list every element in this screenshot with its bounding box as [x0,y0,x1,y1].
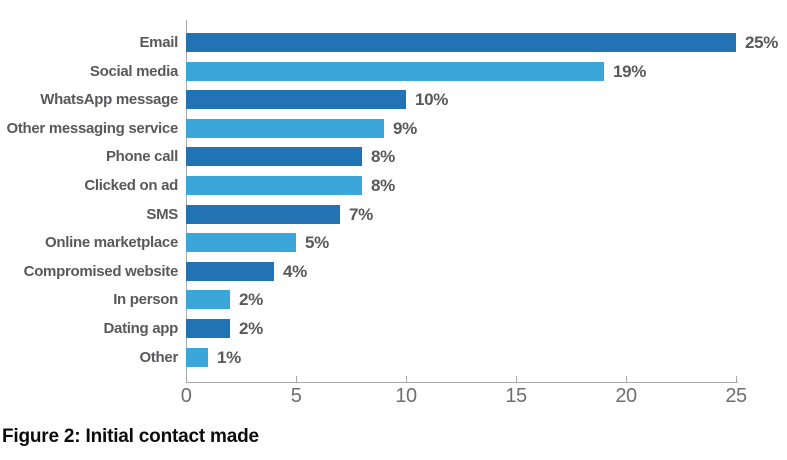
y-axis-line [186,20,187,382]
category-label: Phone call [105,148,178,166]
category-label: Other messaging service [6,119,178,137]
bar [186,118,384,138]
bar [186,176,362,195]
bar [186,204,340,224]
category-label: Dating app [103,320,179,337]
x-axis-line [186,382,738,383]
x-axis-tick-label: 0 [180,385,192,407]
value-label: 8% [371,147,395,167]
category-label: SMS [146,205,178,223]
value-label: 4% [283,261,307,281]
x-axis-tick-mark [626,376,627,382]
bar [186,261,274,281]
x-axis-tick-mark [406,376,407,382]
x-axis-tick-label: 25 [725,385,747,407]
bar [186,290,230,310]
value-label: 1% [217,347,241,367]
x-axis-tick-label: 15 [505,385,527,407]
category-label: Online marketplace [45,234,178,252]
category-label: Compromised website [23,262,179,280]
value-label: 25% [745,33,779,52]
bar [186,61,604,81]
x-axis-tick-label: 20 [615,385,637,407]
bar [186,33,736,52]
category-label: Clicked on ad [84,177,178,194]
value-label: 5% [305,233,329,253]
value-label: 19% [613,61,647,81]
x-axis-tick-label: 10 [395,385,417,407]
bar [186,233,296,253]
category-label: Email [139,34,178,51]
figure-caption: Figure 2: Initial contact made [2,426,259,447]
category-label: Social media [89,62,178,80]
x-axis-tick-mark [736,376,737,382]
value-label: 7% [349,204,373,224]
bar [186,147,362,167]
x-axis-tick-label: 5 [290,385,302,407]
bar [186,319,230,338]
x-axis-tick-mark [516,376,517,382]
bar [186,347,208,367]
value-label: 9% [393,118,417,138]
category-label: In person [113,291,178,309]
category-label: WhatsApp message [40,91,178,109]
category-label: Other [139,348,178,366]
value-label: 8% [371,176,395,195]
value-label: 2% [239,319,263,338]
bar [186,90,406,110]
value-label: 10% [415,90,449,110]
bar-chart: Email 25% Social media 19% WhatsApp message 1… [6,20,779,407]
x-axis-tick-mark [296,376,297,382]
value-label: 2% [239,290,263,310]
